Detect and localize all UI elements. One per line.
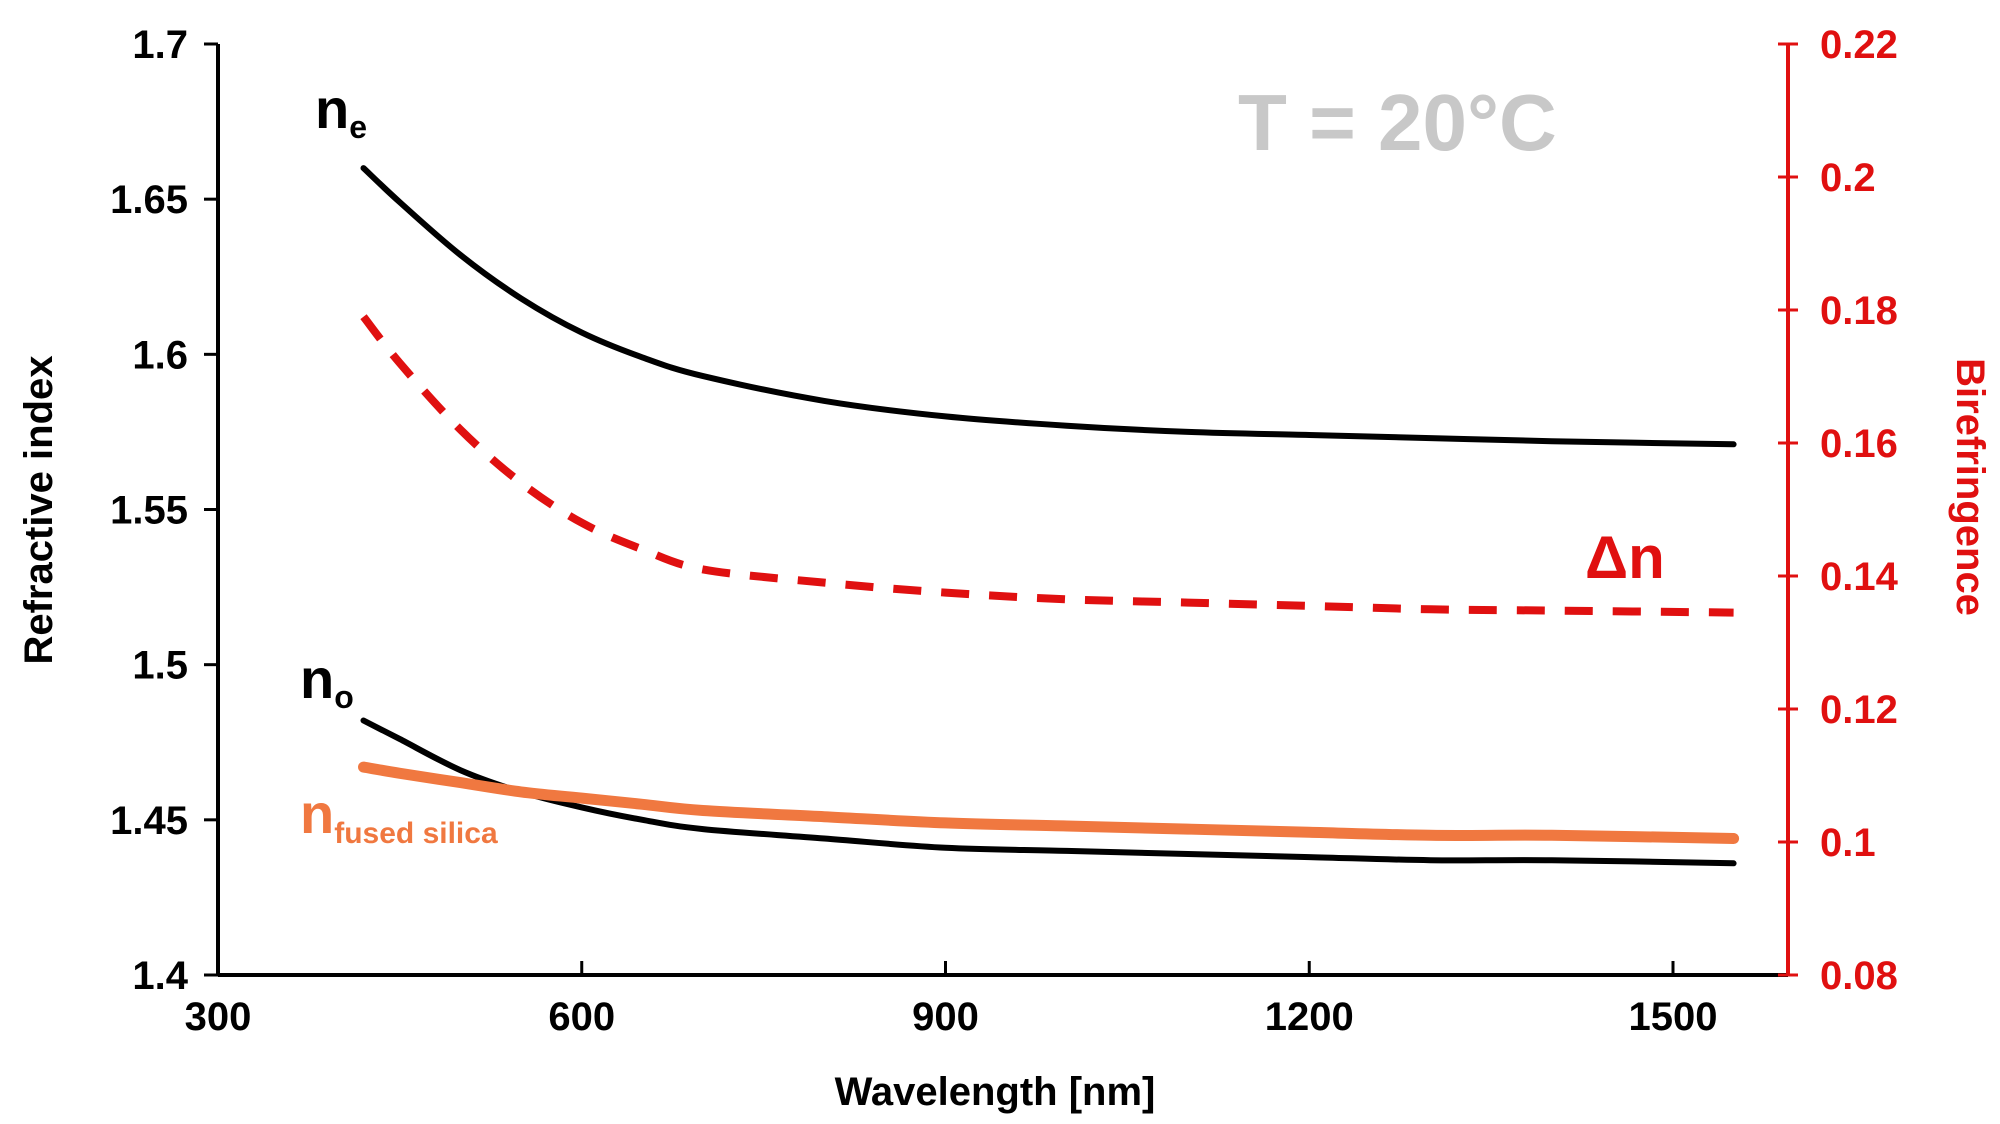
y-right-tick-label: 0.18 bbox=[1820, 289, 1898, 333]
temperature-annotation: T = 20°C bbox=[1238, 78, 1557, 167]
label-ne-main: n bbox=[315, 77, 349, 140]
y-left-tick-label: 1.6 bbox=[132, 333, 188, 377]
y-right-tick-label: 0.1 bbox=[1820, 821, 1876, 865]
series-line-n-e bbox=[360, 165, 1737, 448]
series-line-n-fused-silica bbox=[358, 761, 1740, 844]
y-left-ticks: 1.4 1.45 1.5 1.55 1.6 1.65 1.7 bbox=[110, 23, 218, 998]
label-ne: ne bbox=[315, 77, 367, 145]
y-left-axis-title: Refractive index bbox=[17, 355, 61, 664]
y-right-tick-label: 0.14 bbox=[1820, 555, 1899, 599]
y-left-tick-label: 1.5 bbox=[132, 644, 188, 688]
label-ne-sub: e bbox=[349, 109, 367, 145]
y-right-tick-label: 0.22 bbox=[1820, 23, 1898, 67]
y-left-tick-label: 1.7 bbox=[132, 23, 188, 67]
y-left-tick-label: 1.55 bbox=[110, 489, 188, 533]
label-fused-silica: nfused silica bbox=[300, 782, 498, 850]
y-right-tick-label: 0.08 bbox=[1820, 954, 1898, 998]
label-birefringence: Δn bbox=[1585, 524, 1665, 591]
x-tick-label: 1200 bbox=[1265, 995, 1354, 1039]
series-layer bbox=[358, 165, 1740, 867]
y-right-axis-title: Birefringence bbox=[1948, 358, 1992, 616]
label-no-sub: o bbox=[334, 679, 354, 715]
y-left-tick-label: 1.65 bbox=[110, 178, 188, 222]
label-no: no bbox=[300, 647, 354, 715]
y-left-tick-label: 1.4 bbox=[132, 954, 188, 998]
series-line-birefringence bbox=[360, 314, 1734, 617]
x-tick-label: 1500 bbox=[1629, 995, 1718, 1039]
y-right-tick-label: 0.2 bbox=[1820, 156, 1876, 200]
label-fs-sub: fused silica bbox=[334, 817, 498, 850]
x-ticks: 300 600 900 1200 1500 bbox=[185, 961, 1718, 1039]
y-right-tick-label: 0.16 bbox=[1820, 422, 1898, 466]
x-tick-label: 600 bbox=[548, 995, 615, 1039]
label-no-main: n bbox=[300, 647, 334, 710]
x-tick-label: 900 bbox=[912, 995, 979, 1039]
y-left-tick-label: 1.45 bbox=[110, 799, 188, 843]
y-right-ticks: 0.08 0.1 0.12 0.14 0.16 0.18 0.2 0.22 bbox=[1778, 23, 1899, 998]
x-axis-title: Wavelength [nm] bbox=[835, 1070, 1156, 1114]
y-right-tick-label: 0.12 bbox=[1820, 688, 1898, 732]
label-fs-main: n bbox=[300, 782, 334, 845]
x-tick-label: 300 bbox=[185, 995, 252, 1039]
